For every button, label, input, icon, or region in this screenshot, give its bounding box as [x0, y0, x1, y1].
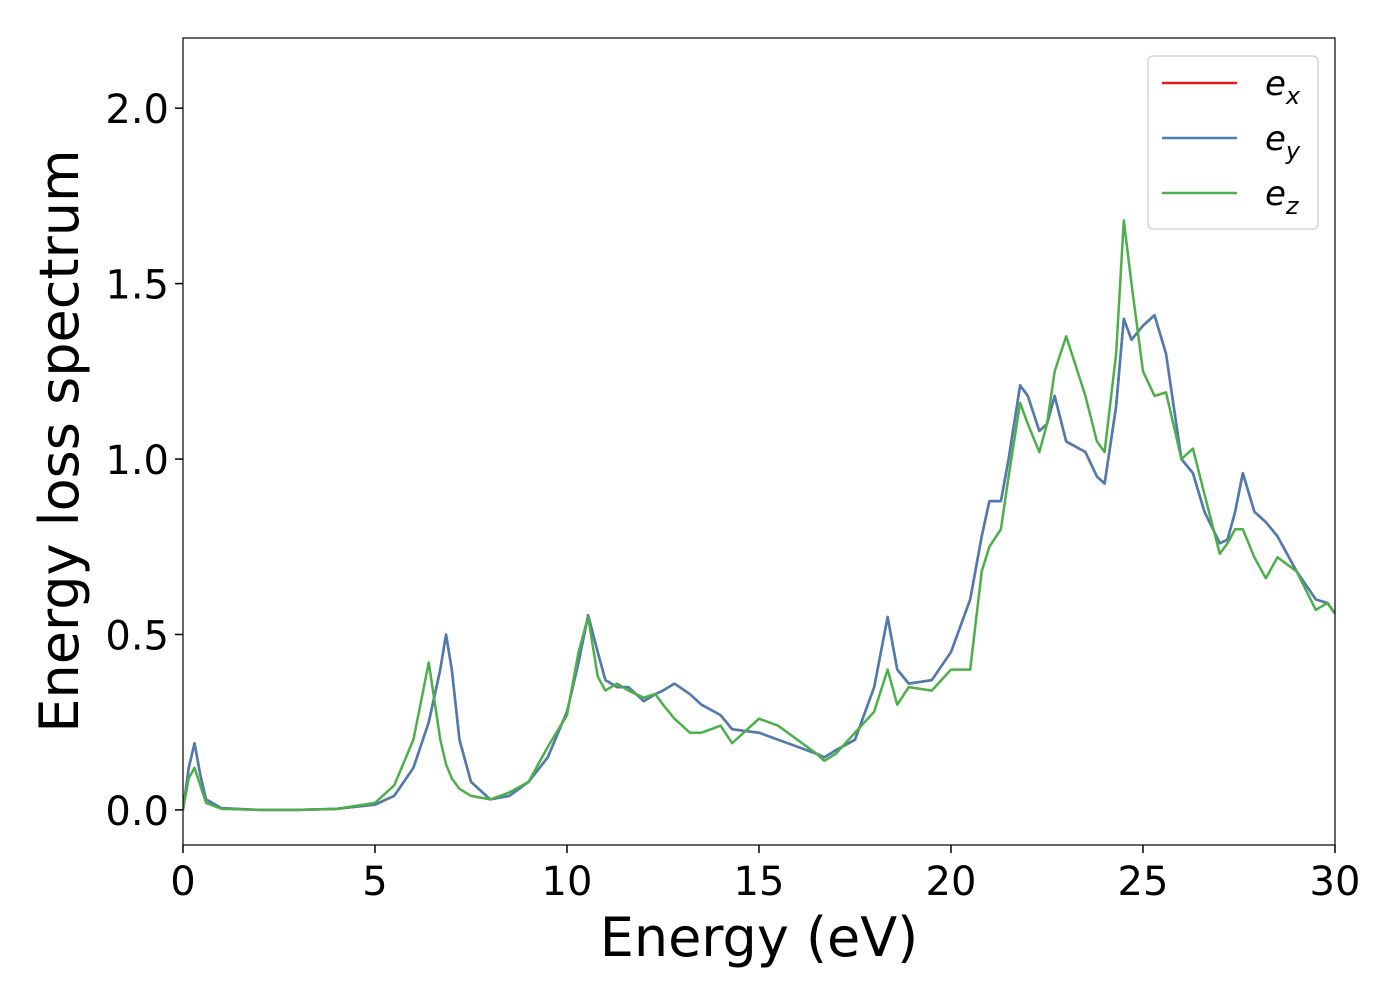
x-tick-label: 0 — [170, 859, 195, 905]
y-tick-label: 1.0 — [105, 438, 169, 484]
x-tick-label: 10 — [542, 859, 593, 905]
x-tick-label: 30 — [1310, 859, 1361, 905]
y-tick-label: 0.5 — [105, 613, 169, 659]
series-line — [183, 313, 1335, 812]
legend-label: ez — [1265, 174, 1300, 220]
y-axis-label: Energy loss spectrum — [28, 149, 91, 732]
x-tick-label: 20 — [926, 859, 977, 905]
legend-label: ey — [1265, 119, 1301, 165]
plot-frame — [182, 37, 1336, 846]
x-axis-label: Energy (eV) — [600, 906, 919, 969]
legend-box — [1147, 55, 1319, 230]
y-tick-label: 0.0 — [105, 789, 169, 835]
legend-label: ex — [1265, 64, 1301, 110]
y-tick-label: 2.0 — [105, 87, 169, 133]
x-tick-label: 15 — [734, 859, 785, 905]
x-tick-label: 25 — [1118, 859, 1169, 905]
y-tick-label: 1.5 — [105, 263, 169, 309]
series-line — [183, 219, 1335, 812]
x-tick-label: 5 — [362, 859, 387, 905]
